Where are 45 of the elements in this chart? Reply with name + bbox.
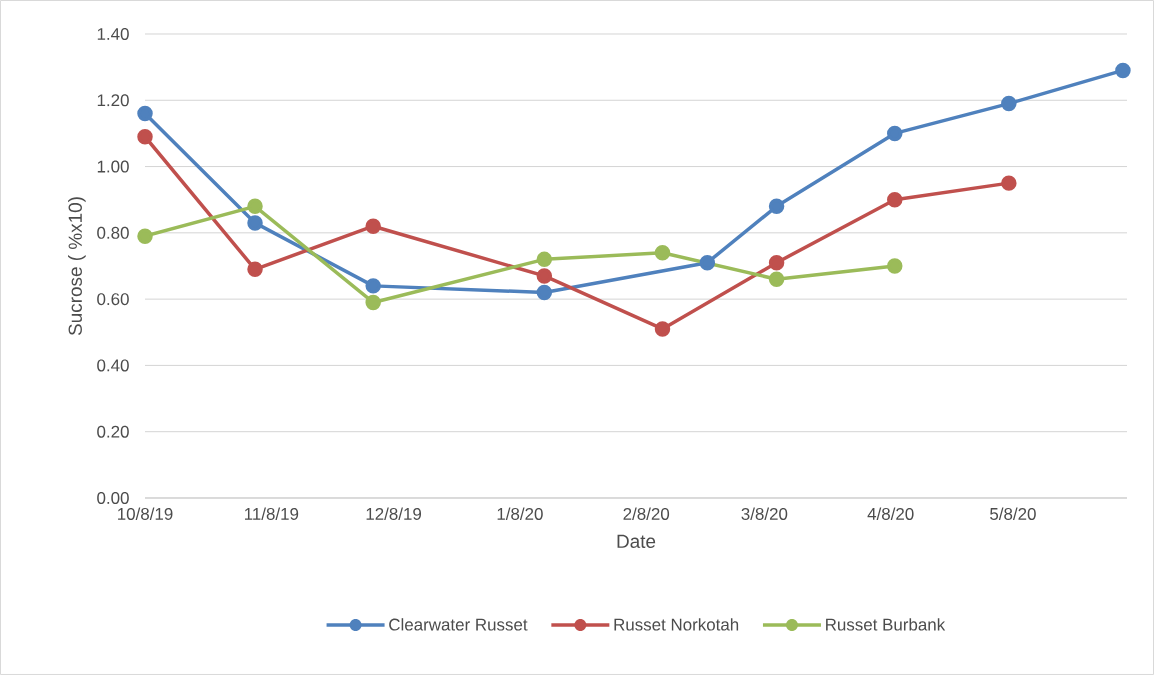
y-tick-label: 1.40 bbox=[97, 27, 129, 40]
point bbox=[768, 254, 785, 271]
point bbox=[247, 215, 263, 231]
x-tick-label: 4/8/20 bbox=[867, 507, 914, 520]
point bbox=[536, 284, 553, 301]
y-tick-label: 0.20 bbox=[97, 425, 129, 438]
y-tick-label: 0.60 bbox=[97, 293, 129, 306]
x-tick-label: 11/8/19 bbox=[245, 507, 299, 520]
legend-label: Russet Norkotah bbox=[614, 618, 739, 631]
point bbox=[768, 198, 785, 215]
legend-label: Russet Burbank bbox=[826, 618, 946, 631]
y-tick-label: 0.40 bbox=[97, 359, 129, 372]
point bbox=[365, 218, 381, 234]
point bbox=[1115, 62, 1131, 79]
point bbox=[699, 254, 716, 271]
point bbox=[536, 268, 553, 284]
point bbox=[247, 261, 263, 278]
x-tick-label: 2/8/20 bbox=[623, 507, 670, 520]
y-axis-title: Sucrose ( %x10) bbox=[68, 197, 86, 336]
y-tick-label: 0.00 bbox=[97, 491, 129, 504]
legend-label: Clearwater Russet bbox=[389, 618, 528, 631]
x-tick-label: 5/8/20 bbox=[990, 507, 1036, 520]
point bbox=[768, 271, 785, 287]
y-tick-label: 0.80 bbox=[97, 226, 129, 239]
point bbox=[887, 191, 903, 208]
point bbox=[137, 128, 153, 145]
point bbox=[887, 258, 903, 274]
x-tick-label: 12/8/19 bbox=[366, 507, 422, 520]
point bbox=[536, 251, 553, 268]
point bbox=[887, 125, 903, 142]
point bbox=[137, 105, 153, 122]
x-tick-label: 10/8/19 bbox=[118, 507, 173, 520]
x-tick-label: 3/8/20 bbox=[741, 507, 788, 520]
point bbox=[654, 321, 671, 337]
point bbox=[1001, 95, 1017, 112]
x-tick-label: 1/8/20 bbox=[497, 507, 543, 520]
y-tick-label: 1.20 bbox=[97, 94, 129, 107]
point bbox=[137, 228, 153, 244]
point bbox=[654, 244, 671, 261]
y-tick-label: 1.00 bbox=[97, 160, 129, 173]
point bbox=[247, 198, 263, 215]
point bbox=[365, 294, 381, 311]
x-axis-title: Date bbox=[617, 534, 656, 548]
point bbox=[365, 278, 381, 294]
point bbox=[1001, 175, 1017, 191]
